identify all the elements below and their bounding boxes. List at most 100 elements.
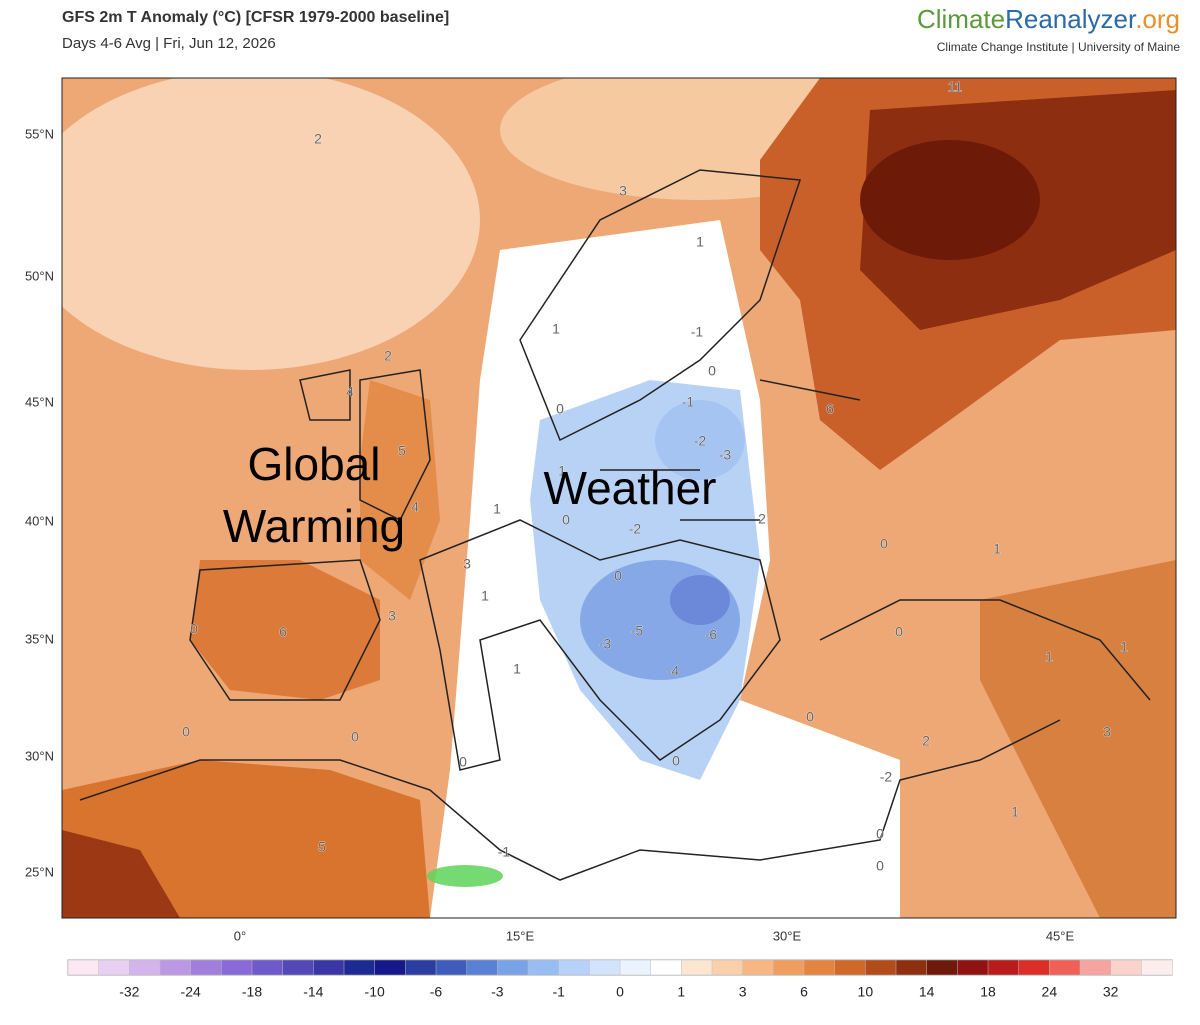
colorbar-label: 18 [980, 984, 996, 1000]
map [61, 77, 1177, 919]
contour-label: 1 [1120, 639, 1128, 655]
field-africa-hot [62, 830, 180, 918]
contour-label: 3 [463, 556, 471, 572]
logo: ClimateReanalyzer.org [917, 4, 1180, 34]
contour-label: 0 [459, 754, 467, 770]
contour-label: 4 [411, 499, 419, 515]
contour-label: 3 [619, 183, 627, 199]
contour-label: 0 [806, 709, 814, 725]
contour-label: 1 [1011, 804, 1019, 820]
contour-label: 5 [318, 839, 326, 855]
colorbar-bin [926, 959, 959, 976]
contour-label: 0 [876, 858, 884, 874]
lat-label: 40°N [25, 513, 54, 528]
contour-label: 0 [351, 729, 359, 745]
map-field [62, 78, 1176, 918]
colorbar-bin [803, 959, 836, 976]
title: GFS 2m T Anomaly (°C) [CFSR 1979-2000 ba… [62, 9, 449, 26]
contour-label: -3 [599, 636, 612, 652]
colorbar-label: 24 [1042, 984, 1058, 1000]
field-iberia [190, 560, 380, 700]
colorbar-bin [681, 959, 713, 976]
colorbar-bin [987, 959, 1020, 976]
colorbar-label: 1 [677, 984, 685, 1000]
colorbar-bin [865, 959, 897, 976]
colorbar-label: -24 [181, 984, 201, 1000]
colorbar-label: -10 [365, 984, 385, 1000]
contour-label: 2 [922, 733, 930, 749]
colorbar-bin [1110, 959, 1143, 976]
colorbar-bin [834, 959, 867, 976]
colorbar-bin [313, 959, 345, 976]
field-colder [670, 575, 730, 625]
colorbar-bin [98, 959, 131, 976]
lon-label: 45°E [1046, 928, 1075, 943]
colorbar-label: 32 [1103, 984, 1119, 1000]
contour-label: -1 [498, 844, 511, 860]
colorbar-label: -6 [430, 984, 443, 1000]
map-frame [61, 77, 1177, 919]
annotation: Global [248, 438, 381, 490]
logo-credit: Climate Change Institute | University of… [937, 40, 1181, 54]
lat-label: 25°N [25, 864, 54, 879]
colorbar-label: 10 [858, 984, 874, 1000]
field-hottest [860, 140, 1040, 260]
colorbar-bin [1079, 959, 1112, 976]
colorbar-bin [1049, 959, 1081, 976]
contour-label: 0 [672, 753, 680, 769]
colorbar-bin [1141, 959, 1173, 976]
colorbar-bin [251, 959, 284, 976]
contour-label: 0 [895, 624, 903, 640]
colorbar-label: 3 [739, 984, 747, 1000]
contour-label: 6 [826, 401, 834, 417]
colorbar-bin [343, 959, 376, 976]
colorbar-label: 6 [800, 984, 808, 1000]
lat-label: 45°N [25, 394, 54, 409]
colorbar-label: -1 [552, 984, 565, 1000]
colorbar-bin [67, 959, 100, 976]
annotation: Warming [223, 500, 405, 552]
annotation: Weather [543, 462, 716, 514]
colorbar-bin [466, 959, 499, 976]
colorbar-bin [650, 959, 683, 976]
colorbar-bin [435, 959, 468, 976]
contour-label: 11 [948, 79, 963, 95]
contour-label: 2 [314, 131, 322, 147]
colorbar-bin [497, 959, 529, 976]
colorbar-label: 0 [616, 984, 624, 1000]
colorbar-bin [527, 959, 560, 976]
contour-label: 0 [876, 826, 884, 842]
contour-label: 3 [388, 608, 396, 624]
contour-label: 1 [993, 541, 1001, 557]
contour-label: 2 [758, 511, 766, 527]
contour-label: -4 [667, 663, 680, 679]
contour-label: -6 [705, 627, 718, 643]
contour-label: 0 [190, 621, 198, 637]
contour-label: 0 [556, 401, 564, 417]
contour-label: -2 [694, 433, 707, 449]
contour-label: -5 [631, 623, 644, 639]
colorbar-bin [773, 959, 805, 976]
contour-label: -3 [719, 447, 732, 463]
contour-label: -2 [629, 521, 642, 537]
colorbar-bin [895, 959, 928, 976]
contour-label: -1 [691, 324, 704, 340]
lat-label: 30°N [25, 748, 54, 763]
coastline [79, 169, 1151, 881]
contour-label: 4 [346, 384, 354, 400]
lon-label: 30°E [773, 928, 802, 943]
contour-label: 3 [1103, 724, 1111, 740]
field-east [980, 560, 1176, 918]
colorbar-bin [129, 959, 161, 976]
contour-label: 1 [493, 501, 501, 517]
colorbar-bin [711, 959, 744, 976]
logo-part: .org [1135, 4, 1180, 34]
colorbar-bin [619, 959, 652, 976]
contour-label: 0 [708, 363, 716, 379]
lat-label: 55°N [25, 126, 54, 141]
colorbar-bin [957, 959, 989, 976]
colorbar-bin [589, 959, 621, 976]
contour-label: 1 [1045, 649, 1053, 665]
field-cool [655, 400, 745, 480]
